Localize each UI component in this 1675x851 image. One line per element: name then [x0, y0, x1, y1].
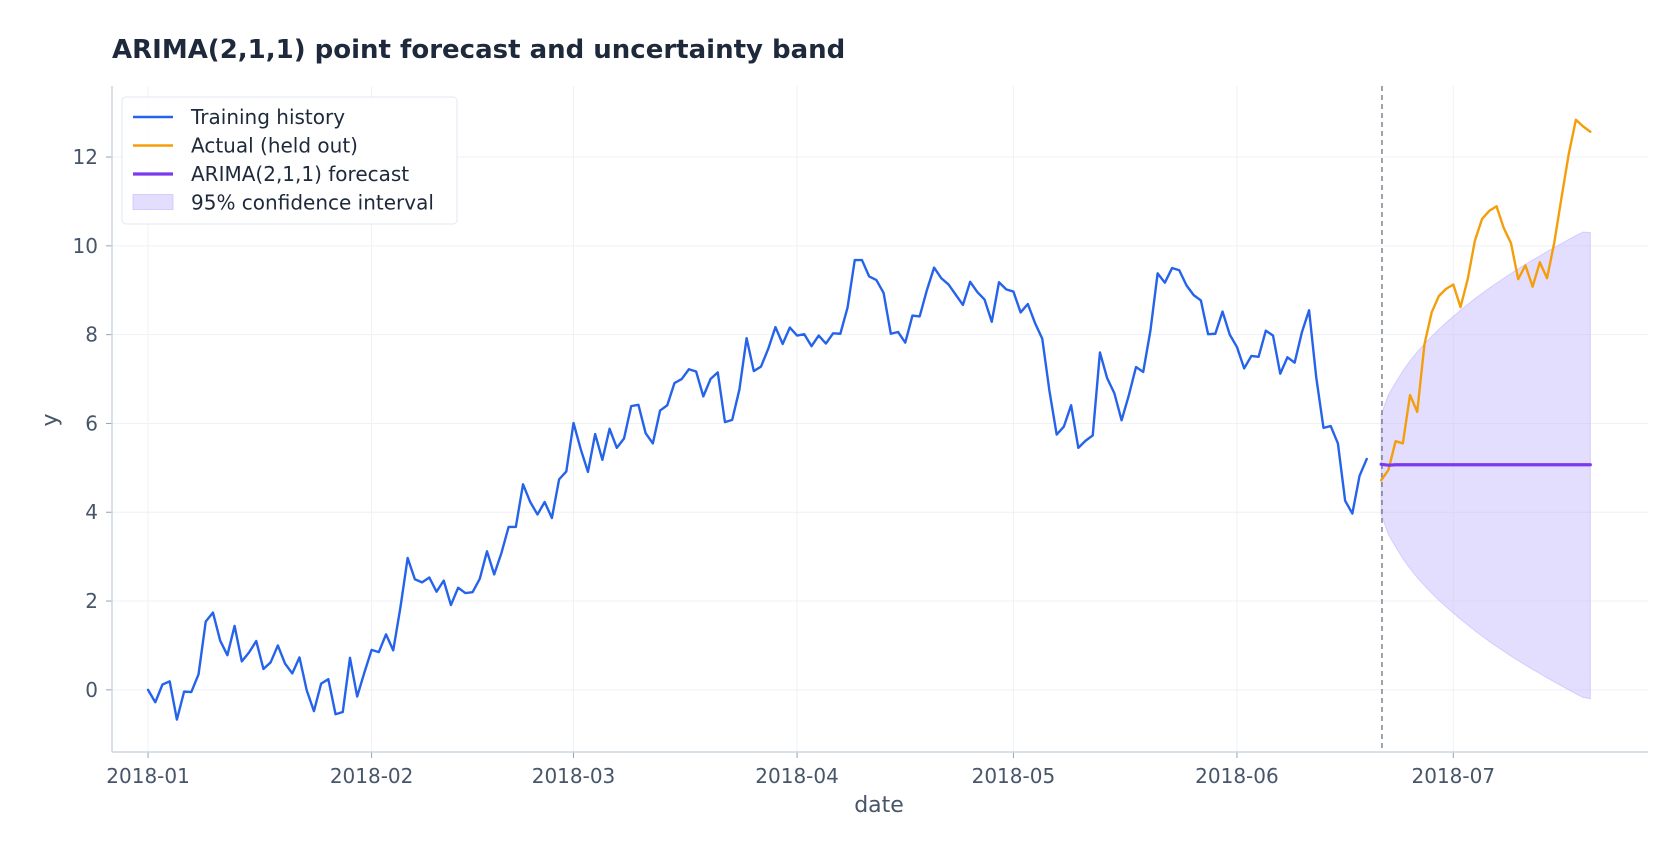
x-tick-label: 2018-02 [330, 764, 414, 788]
y-tick-label: 6 [85, 411, 98, 435]
y-tick-label: 12 [73, 145, 98, 169]
legend-label: ARIMA(2,1,1) forecast [191, 162, 409, 186]
legend-label: Training history [190, 105, 345, 129]
y-tick-label: 0 [85, 678, 98, 702]
legend: Training history Actual (held out) ARIMA(2… [121, 96, 458, 225]
x-axis-label: date [854, 793, 904, 818]
training-history-line [146, 258, 1368, 721]
y-tick-label: 8 [85, 323, 98, 347]
chart-title: ARIMA(2,1,1) point forecast and uncertai… [112, 35, 845, 65]
x-tick-label: 2018-06 [1195, 764, 1279, 788]
x-tick-label: 2018-01 [106, 764, 190, 788]
x-tick-label: 2018-04 [755, 764, 839, 788]
legend-label: 95% confidence interval [191, 191, 434, 215]
legend-swatch-band [132, 194, 174, 210]
x-tick-label: 2018-05 [972, 764, 1056, 788]
y-tick-label: 4 [85, 500, 98, 524]
legend-box [121, 96, 458, 225]
x-tick-label: 2018-07 [1412, 764, 1496, 788]
axes-layer: 2018-01 2018-02 2018-03 2018-04 2018-05 2018-… [73, 86, 1648, 788]
y-tick-label: 2 [85, 589, 98, 613]
actual-held-out-line [1379, 118, 1592, 482]
y-axis-label: y [38, 413, 63, 426]
series-layer [146, 118, 1592, 721]
forecast-line [1379, 462, 1592, 467]
x-tick-label: 2018-03 [532, 764, 616, 788]
y-tick-label: 10 [73, 234, 98, 258]
legend-label: Actual (held out) [191, 134, 358, 158]
